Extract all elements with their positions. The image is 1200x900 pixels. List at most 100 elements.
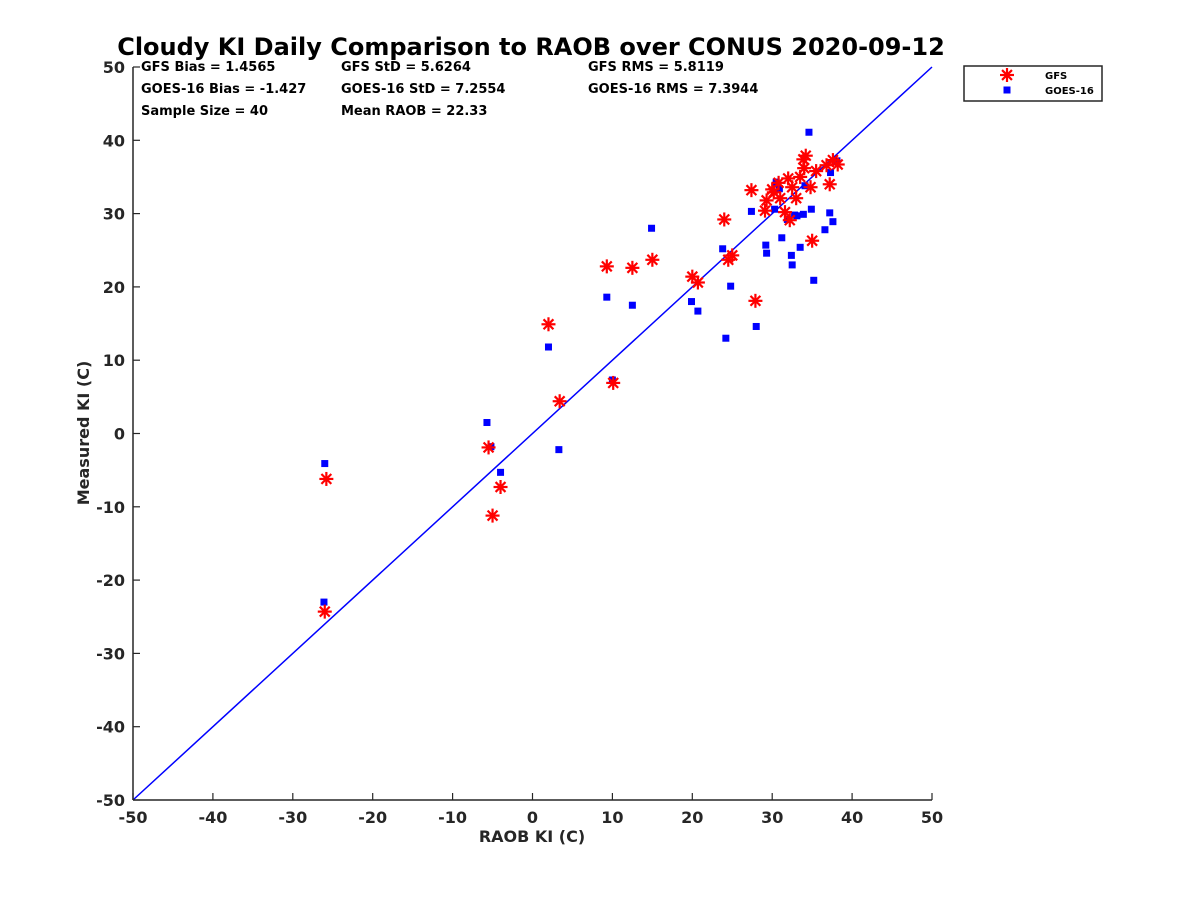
goes-16-point bbox=[793, 212, 801, 220]
gfs-point bbox=[789, 191, 804, 206]
x-tick-label: 0 bbox=[527, 808, 538, 827]
x-tick-label: -50 bbox=[119, 808, 148, 827]
goes-16-point bbox=[787, 251, 795, 259]
gfs-point bbox=[782, 213, 797, 228]
goes-16-point bbox=[544, 343, 552, 351]
gfs-point bbox=[785, 180, 800, 195]
y-axis-label: Measured KI (C) bbox=[74, 361, 93, 506]
gfs-point bbox=[481, 440, 496, 455]
gfs-point bbox=[798, 148, 813, 163]
goes-16-point bbox=[801, 182, 809, 190]
gfs-point bbox=[552, 394, 567, 409]
y-tick-label: 10 bbox=[103, 351, 125, 370]
reference-line bbox=[132, 66, 933, 801]
goes-16-point bbox=[555, 446, 563, 454]
goes-16-point bbox=[827, 169, 835, 177]
reference-line-layer bbox=[132, 66, 933, 801]
chart-title: Cloudy KI Daily Comparison to RAOB over … bbox=[117, 33, 945, 61]
goes-16-point bbox=[778, 234, 786, 242]
gfs-point bbox=[599, 259, 614, 274]
legend-label-goes-16: GOES-16 bbox=[1045, 86, 1094, 97]
gfs-point bbox=[690, 275, 705, 290]
gfs-point bbox=[625, 260, 640, 275]
legend: GFS GOES-16 bbox=[963, 65, 1103, 102]
stat-gfs-rms: GFS RMS = 5.8119 bbox=[588, 60, 724, 75]
x-tick-label: 50 bbox=[921, 808, 943, 827]
goes-16-point bbox=[805, 128, 813, 136]
goes-16-point bbox=[320, 598, 328, 606]
y-tick-label: -20 bbox=[96, 571, 125, 590]
gfs-point bbox=[493, 480, 508, 495]
stat-mean-raob: Mean RAOB = 22.33 bbox=[341, 104, 487, 119]
statistics-block: GFS Bias = 1.4565 GFS StD = 5.6264 GFS R… bbox=[141, 60, 758, 119]
gfs-point bbox=[803, 180, 818, 195]
goes-16-point bbox=[826, 209, 834, 217]
legend-box bbox=[963, 65, 1103, 102]
goes-16-point bbox=[762, 241, 770, 249]
x-axis-ticks: -50 -40 -30 -20 -10 0 10 20 30 40 50 bbox=[119, 793, 943, 827]
goes-16-point bbox=[829, 218, 837, 226]
gfs-point bbox=[805, 233, 820, 248]
y-tick-label: -10 bbox=[96, 498, 125, 517]
gfs-point bbox=[809, 164, 824, 179]
stat-goes-std: GOES-16 StD = 7.2554 bbox=[341, 82, 505, 97]
y-tick-label: 20 bbox=[103, 278, 125, 297]
stat-goes-bias: GOES-16 Bias = -1.427 bbox=[141, 82, 306, 97]
goes-16-point bbox=[752, 322, 760, 330]
goes-16-point bbox=[807, 205, 815, 213]
goes-16-point bbox=[771, 205, 779, 213]
stat-gfs-bias: GFS Bias = 1.4565 bbox=[141, 60, 275, 75]
goes-16-point bbox=[603, 293, 611, 301]
x-tick-label: -30 bbox=[278, 808, 307, 827]
goes-16-point bbox=[628, 301, 636, 309]
x-tick-label: 20 bbox=[681, 808, 703, 827]
gfs-point bbox=[606, 375, 621, 390]
y-tick-label: 50 bbox=[103, 58, 125, 77]
goes-16-point bbox=[497, 468, 505, 476]
x-tick-label: 10 bbox=[601, 808, 623, 827]
x-axis-label: RAOB KI (C) bbox=[479, 827, 585, 846]
goes-16-point bbox=[747, 207, 755, 215]
x-tick-label: -20 bbox=[358, 808, 387, 827]
stat-sample-size: Sample Size = 40 bbox=[141, 104, 268, 119]
y-tick-label: 30 bbox=[103, 205, 125, 224]
gfs-point bbox=[748, 293, 763, 308]
gfs-point bbox=[717, 212, 732, 227]
goes-16-point bbox=[719, 245, 727, 253]
goes-16-point bbox=[722, 334, 730, 342]
gfs-point bbox=[541, 317, 556, 332]
gfs-point bbox=[485, 508, 500, 523]
y-tick-label: 40 bbox=[103, 131, 125, 150]
gfs-point bbox=[830, 157, 845, 172]
goes-16-point bbox=[321, 460, 329, 468]
goes-16-point bbox=[788, 261, 796, 269]
goes-16-point bbox=[483, 419, 491, 427]
goes-16-point bbox=[796, 243, 804, 251]
gfs-point bbox=[725, 248, 740, 263]
gfs-point bbox=[822, 177, 837, 192]
gfs-point bbox=[744, 183, 759, 198]
gfs-point bbox=[758, 203, 773, 218]
goes-16-point bbox=[727, 282, 735, 290]
goes-16-point bbox=[810, 276, 818, 284]
legend-asterisk-icon bbox=[1000, 68, 1014, 82]
y-tick-label: -40 bbox=[96, 718, 125, 737]
y-tick-label: 0 bbox=[114, 425, 125, 444]
data-series-layer bbox=[317, 128, 845, 619]
x-tick-label: 40 bbox=[841, 808, 863, 827]
legend-label-gfs: GFS bbox=[1045, 71, 1067, 82]
goes-16-point bbox=[763, 249, 771, 257]
x-tick-label: 30 bbox=[761, 808, 783, 827]
gfs-point bbox=[773, 191, 788, 206]
series-gfs bbox=[317, 148, 845, 619]
gfs-point bbox=[645, 252, 660, 267]
x-tick-label: -40 bbox=[198, 808, 227, 827]
goes-16-point bbox=[648, 224, 656, 232]
y-axis-ticks: -50 -40 -30 -20 -10 0 10 20 30 40 50 bbox=[96, 58, 140, 810]
goes-16-point bbox=[799, 210, 807, 218]
gfs-point bbox=[797, 161, 812, 176]
stat-gfs-std: GFS StD = 5.6264 bbox=[341, 60, 471, 75]
goes-16-point bbox=[694, 307, 702, 315]
legend-marker-goes-16 bbox=[1003, 86, 1011, 94]
